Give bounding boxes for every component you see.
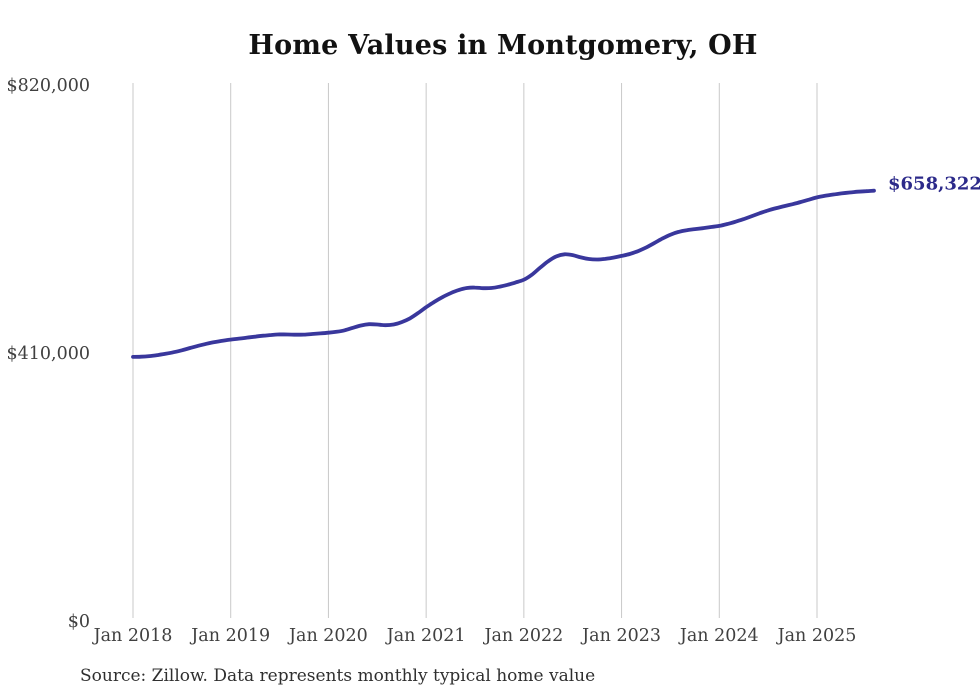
y-axis-tick-label: $410,000 — [6, 344, 90, 364]
x-axis-tick-label: Jan 2019 — [189, 626, 270, 646]
x-axis-tick-label: Jan 2023 — [580, 626, 661, 646]
x-axis-tick-label: Jan 2021 — [385, 626, 466, 646]
end-value-label: $658,322 — [888, 174, 980, 195]
x-axis-tick-label: Jan 2024 — [678, 626, 759, 646]
x-axis-tick-label: Jan 2025 — [776, 626, 857, 646]
home-value-line — [131, 188, 876, 359]
x-axis-tick-label: Jan 2020 — [287, 626, 368, 646]
y-axis-tick-label: $0 — [68, 612, 90, 632]
x-axis-tick-label: Jan 2018 — [92, 626, 173, 646]
y-axis-tick-label: $820,000 — [6, 76, 90, 96]
x-axis-tick-label: Jan 2022 — [482, 626, 563, 646]
chart-title: Home Values in Montgomery, OH — [248, 30, 758, 61]
source-note: Source: Zillow. Data represents monthly … — [80, 666, 596, 686]
